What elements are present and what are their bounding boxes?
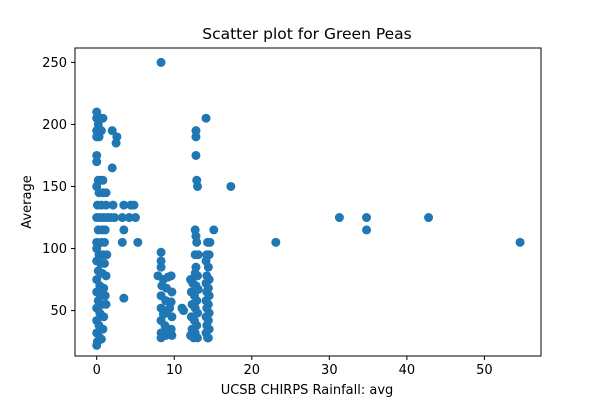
y-tick-label: 50 — [50, 304, 67, 319]
x-tick-label: 50 — [476, 363, 493, 378]
x-tick-label: 30 — [321, 363, 338, 378]
data-point — [156, 333, 166, 343]
data-point — [156, 247, 166, 257]
x-tick-label: 10 — [166, 363, 183, 378]
x-tick-label: 0 — [93, 363, 101, 378]
data-point — [99, 258, 109, 268]
data-point — [167, 287, 177, 297]
data-point — [209, 225, 219, 235]
y-tick-label: 200 — [42, 118, 67, 133]
data-point — [191, 150, 201, 160]
y-axis-ticks: 50 100 150 200 250 — [42, 56, 75, 319]
y-tick-label: 150 — [42, 180, 67, 195]
data-point — [107, 163, 117, 173]
data-point — [167, 312, 177, 322]
data-point — [101, 299, 111, 309]
data-point — [110, 213, 120, 223]
data-point — [515, 237, 525, 247]
data-point — [203, 262, 213, 272]
data-point — [203, 333, 213, 343]
data-point — [129, 200, 139, 210]
plot-frame — [74, 47, 542, 357]
data-point — [179, 306, 189, 316]
data-point — [92, 132, 102, 142]
data-point — [193, 271, 203, 281]
data-point — [108, 200, 118, 210]
data-point — [193, 250, 203, 260]
data-point — [119, 293, 129, 303]
data-point — [192, 237, 202, 247]
data-point — [99, 237, 109, 247]
data-point — [99, 283, 109, 293]
data-point — [98, 113, 108, 123]
data-point — [166, 271, 176, 281]
data-point — [156, 262, 166, 272]
data-point — [165, 303, 175, 313]
x-tick-label: 40 — [399, 363, 416, 378]
data-point — [124, 213, 134, 223]
x-axis-title: UCSB CHIRPS Rainfall: avg — [221, 383, 394, 398]
data-point — [92, 157, 102, 167]
x-tick-label: 20 — [244, 363, 261, 378]
data-point — [191, 126, 201, 136]
data-point — [424, 213, 434, 223]
data-point — [111, 138, 121, 148]
data-point — [119, 200, 129, 210]
data-point — [205, 237, 215, 247]
data-point — [271, 237, 281, 247]
data-point — [98, 175, 108, 185]
data-point — [101, 200, 111, 210]
data-point — [334, 213, 344, 223]
chart-title: Scatter plot for Green Peas — [202, 25, 412, 43]
data-point — [92, 150, 102, 160]
data-point — [101, 188, 111, 198]
data-point — [102, 250, 112, 260]
data-point — [226, 181, 236, 191]
data-point — [101, 271, 111, 281]
y-axis-title: Average — [20, 175, 35, 228]
y-tick-label: 100 — [42, 242, 67, 257]
data-point — [362, 213, 372, 223]
data-point — [156, 57, 166, 67]
data-point — [193, 333, 203, 343]
data-point — [117, 237, 127, 247]
data-point — [117, 213, 127, 223]
data-points — [92, 57, 525, 350]
data-point — [362, 225, 372, 235]
data-point — [96, 126, 106, 136]
data-point — [100, 291, 110, 301]
data-point — [163, 327, 173, 337]
data-point — [158, 309, 168, 319]
data-point — [133, 237, 143, 247]
data-point — [130, 213, 140, 223]
data-point — [191, 132, 201, 142]
data-point — [156, 256, 166, 266]
data-point — [107, 126, 117, 136]
data-point — [100, 225, 110, 235]
y-tick-label: 250 — [42, 56, 67, 71]
data-point — [119, 225, 129, 235]
data-point — [201, 113, 211, 123]
data-point — [96, 334, 106, 344]
data-point — [99, 312, 109, 322]
data-point — [193, 181, 203, 191]
data-point — [92, 340, 102, 350]
x-axis-ticks: 0 10 20 30 40 50 — [93, 356, 493, 378]
